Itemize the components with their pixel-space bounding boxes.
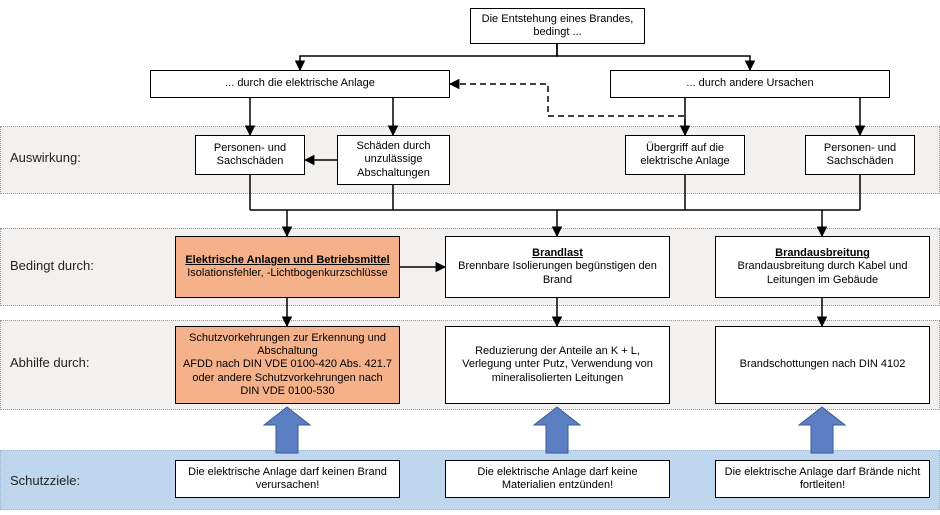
node-text: Die elektrische Anlage darf Brände nicht… [725, 466, 921, 491]
node-text: Personen- und Sachschäden [824, 142, 896, 167]
node-text: Reduzierung der Anteile an K + L, Verleg… [462, 345, 653, 383]
node-n_anlagen: Elektrische Anlagen und BetriebsmittelIs… [175, 236, 400, 298]
node-n_brandlast: BrandlastBrennbare Isolierungen begünsti… [445, 236, 670, 298]
node-n_ueber: Übergriff auf die elektrische Anlage [625, 135, 745, 175]
node-n_sch: Schäden durch unzulässige Abschaltungen [337, 135, 450, 185]
node-text: Übergriff auf die elektrische Anlage [640, 142, 729, 167]
node-n_sz2: Die elektrische Anlage darf keine Materi… [445, 460, 670, 498]
node-n_ab2: Reduzierung der Anteile an K + L, Verleg… [445, 326, 670, 404]
node-text: Brandausbreitung durch Kabel und Leitung… [737, 260, 907, 285]
node-text: Personen- und Sachschäden [214, 142, 286, 167]
node-text: Die Entstehung eines Brandes, bedingt ..… [482, 13, 634, 38]
node-n_elt: ... durch die elektrische Anlage [150, 70, 450, 98]
node-n_sz1: Die elektrische Anlage darf keinen Brand… [175, 460, 400, 498]
edge [557, 44, 750, 70]
node-text: ... durch andere Ursachen [686, 77, 813, 89]
node-title: Elektrische Anlagen und Betriebsmittel [185, 254, 389, 267]
node-title: Brandlast [452, 247, 663, 260]
node-text: Isolationsfehler, -Lichtbogenkurz­schlüs… [187, 267, 388, 279]
node-n_ausbr: BrandausbreitungBrandausbreitung durch K… [715, 236, 930, 298]
band-label: Abhilfe durch: [10, 355, 90, 370]
big-arrow-icon [534, 407, 580, 453]
node-text: Die elektrische Anlage darf keinen Brand… [188, 466, 387, 491]
node-text: Die elektrische Anlage darf keine Materi… [477, 466, 637, 491]
node-n_pers2: Personen- und Sachschäden [805, 135, 915, 175]
node-n_sz3: Die elektrische Anlage darf Brände nicht… [715, 460, 930, 498]
band-label: Auswirkung: [10, 150, 81, 165]
band-label: Schutzziele: [10, 473, 80, 488]
node-text: Schäden durch unzulässige Abschaltungen [357, 140, 431, 178]
big-arrow-icon [799, 407, 845, 453]
node-text: ... durch die elektrische Anlage [225, 77, 375, 89]
node-text: Schutzvorkehrungen zur Erkennung und Abs… [183, 332, 392, 397]
node-n_ab1: Schutzvorkehrungen zur Erkennung und Abs… [175, 326, 400, 404]
band-label: Bedingt durch: [10, 258, 94, 273]
band-band_auswirkung [0, 126, 940, 194]
node-title: Brandausbreitung [722, 247, 923, 260]
node-text: Brandschottungen nach DIN 4102 [740, 358, 906, 370]
node-text: Brennbare Isolierungen begünstigen den B… [458, 260, 657, 285]
node-n_ab3: Brandschottungen nach DIN 4102 [715, 326, 930, 404]
big-arrow-icon [264, 407, 310, 453]
node-n_root: Die Entstehung eines Brandes, bedingt ..… [470, 8, 645, 44]
node-n_pers1: Personen- und Sachschäden [195, 135, 305, 175]
edge [300, 44, 557, 70]
node-n_other: ... durch andere Ursachen [610, 70, 890, 98]
